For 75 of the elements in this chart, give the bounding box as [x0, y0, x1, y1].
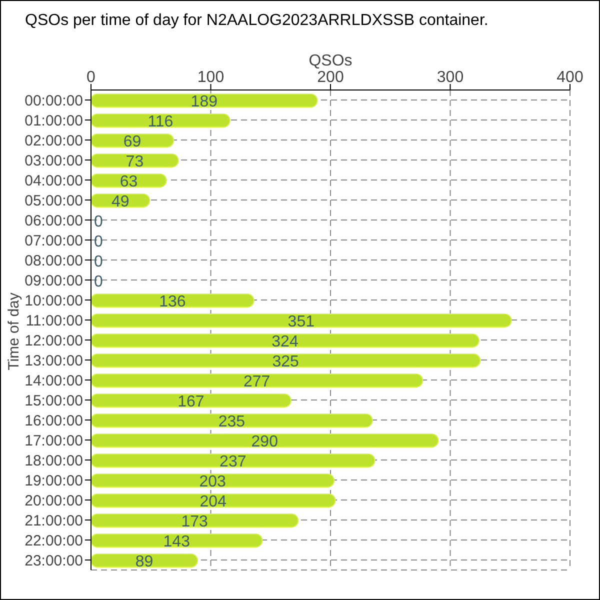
- y-tick-label: 00:00:00: [24, 92, 83, 110]
- y-tick-label: 06:00:00: [24, 212, 83, 230]
- bar: [91, 134, 174, 148]
- data-label: 116: [148, 113, 174, 130]
- data-label: 49: [111, 193, 130, 210]
- bar: [91, 394, 292, 408]
- bar: [91, 174, 167, 188]
- y-tick-label: 03:00:00: [24, 152, 83, 170]
- bar: [91, 374, 424, 388]
- data-label: 89: [135, 553, 154, 570]
- y-tick-label: 17:00:00: [24, 432, 83, 450]
- data-label: 0: [94, 213, 103, 230]
- bar: [91, 354, 481, 368]
- y-tick-label: 04:00:00: [24, 172, 83, 190]
- data-label: 237: [220, 453, 246, 470]
- y-tick-label: 02:00:00: [24, 132, 83, 150]
- data-label: 63: [120, 173, 138, 190]
- bar: [91, 494, 336, 508]
- bar: [91, 314, 512, 328]
- y-tick-label: 21:00:00: [24, 512, 83, 530]
- y-tick-label: 20:00:00: [24, 492, 83, 510]
- y-tick-label: 14:00:00: [24, 372, 83, 390]
- data-label: 324: [272, 333, 298, 350]
- data-label: 0: [94, 233, 103, 250]
- y-tick-label: 09:00:00: [24, 272, 83, 290]
- y-tick-label: 08:00:00: [24, 252, 83, 270]
- bar: [91, 334, 480, 348]
- x-tick-label: 300: [436, 69, 464, 86]
- y-tick-label: 23:00:00: [24, 552, 83, 570]
- data-label: 204: [200, 493, 227, 510]
- data-label: 136: [159, 293, 186, 310]
- x-tick-label: 0: [86, 69, 96, 86]
- bar: [91, 514, 299, 528]
- data-label: 351: [288, 313, 315, 330]
- data-label: 143: [163, 533, 190, 550]
- bar: [91, 114, 230, 128]
- y-tick-label: 18:00:00: [24, 452, 83, 470]
- x-tick-label: 400: [556, 69, 584, 86]
- y-tick-label: 01:00:00: [24, 112, 83, 130]
- bar: [91, 534, 263, 548]
- data-label: 189: [190, 93, 218, 110]
- y-tick-label: 19:00:00: [24, 472, 83, 490]
- bar: [91, 294, 254, 308]
- data-label: 173: [181, 513, 208, 530]
- bar: [91, 434, 439, 448]
- bar: [91, 154, 179, 168]
- y-tick-label: 16:00:00: [24, 412, 83, 430]
- bar: [91, 94, 318, 108]
- y-tick-label: 10:00:00: [24, 292, 83, 310]
- bar: [91, 474, 335, 488]
- data-label: 203: [199, 473, 226, 490]
- chart-title: QSOs per time of day for N2AALOG2023ARRLDXSSB container.: [25, 12, 488, 30]
- data-label: 73: [126, 153, 144, 170]
- bar: [91, 414, 373, 428]
- data-label: 0: [94, 253, 103, 270]
- y-tick-label: 12:00:00: [24, 332, 83, 350]
- y-axis-title: Time of day: [6, 292, 22, 370]
- x-tick-label: 200: [317, 69, 344, 86]
- y-tick-label: 22:00:00: [24, 532, 83, 550]
- y-tick-label: 07:00:00: [24, 232, 83, 250]
- data-label: 290: [251, 433, 278, 450]
- x-axis-title: QSOs: [308, 52, 352, 70]
- x-tick-label: 100: [197, 69, 224, 86]
- data-label: 325: [272, 353, 300, 370]
- y-tick-label: 05:00:00: [24, 192, 83, 210]
- data-label: 167: [178, 393, 204, 410]
- data-label: 69: [123, 133, 142, 150]
- data-label: 0: [94, 273, 103, 290]
- data-label: 235: [218, 413, 246, 430]
- data-label: 277: [244, 373, 270, 390]
- y-tick-label: 15:00:00: [24, 392, 83, 410]
- bar: [91, 454, 376, 468]
- y-tick-label: 11:00:00: [26, 312, 83, 330]
- y-tick-label: 13:00:00: [24, 352, 83, 370]
- bar: [91, 554, 198, 568]
